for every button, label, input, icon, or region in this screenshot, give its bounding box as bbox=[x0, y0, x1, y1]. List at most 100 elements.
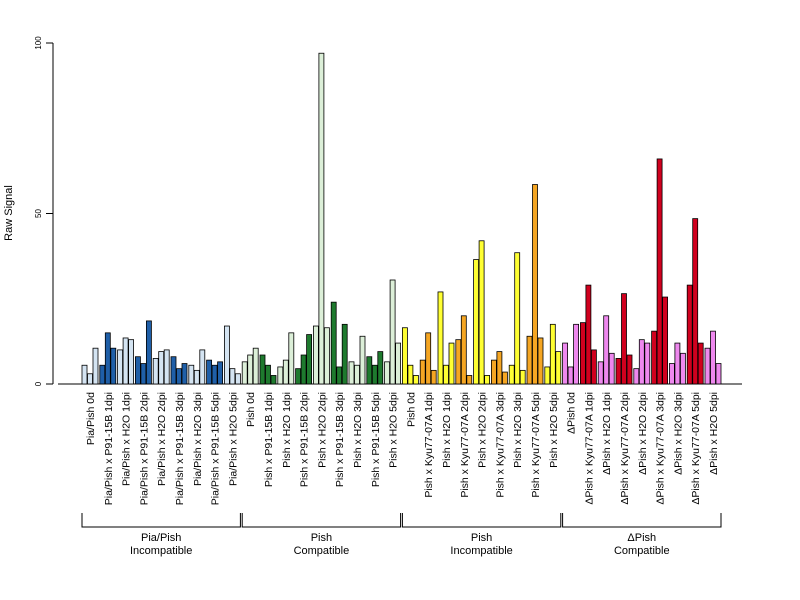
bar bbox=[484, 375, 491, 385]
bar bbox=[514, 252, 521, 385]
bar bbox=[651, 330, 657, 385]
bar bbox=[704, 347, 711, 385]
group-label: Pia/Pish bbox=[141, 532, 181, 544]
bar bbox=[626, 354, 633, 385]
bar bbox=[140, 363, 147, 385]
group-bracket bbox=[401, 513, 562, 528]
bar bbox=[389, 279, 396, 385]
bar bbox=[419, 359, 426, 385]
x-tick-label: Pish x P91-15B 1dpi bbox=[263, 392, 275, 487]
bar bbox=[412, 375, 419, 385]
bar bbox=[692, 218, 699, 385]
bar bbox=[163, 349, 170, 385]
bar bbox=[359, 335, 366, 385]
bar bbox=[170, 356, 177, 385]
x-tick-label: Pia/Pish x P91-15B 1dpi bbox=[103, 392, 115, 505]
bar bbox=[537, 337, 544, 385]
bar bbox=[562, 342, 568, 385]
bar bbox=[300, 354, 307, 385]
bar bbox=[241, 361, 248, 385]
bar bbox=[199, 349, 206, 385]
x-tick-labels: Pia/Pish 0d Pia/Pish x P91-15B 1dpi Pia/Pi… bbox=[85, 392, 720, 505]
bar bbox=[330, 301, 337, 385]
bar bbox=[603, 315, 610, 385]
bar bbox=[401, 327, 408, 385]
bar bbox=[555, 351, 562, 385]
y-axis-label: Raw Signal bbox=[3, 185, 15, 241]
bar bbox=[110, 347, 117, 385]
group-sublabel: Incompatible bbox=[450, 545, 512, 557]
x-tick-label: Pish x H2O 3dpi bbox=[352, 392, 364, 468]
bar bbox=[128, 339, 135, 385]
x-tick-label: Pia/Pish 0d bbox=[85, 392, 97, 445]
bar bbox=[384, 361, 391, 385]
bar bbox=[366, 356, 373, 385]
bar bbox=[549, 323, 556, 385]
bar bbox=[92, 347, 99, 385]
group-label: Pish bbox=[471, 532, 492, 544]
bar bbox=[181, 363, 188, 385]
bar bbox=[621, 293, 627, 385]
bar bbox=[229, 368, 236, 385]
bar bbox=[265, 364, 271, 385]
bar bbox=[217, 361, 224, 385]
bar bbox=[448, 342, 455, 385]
bar bbox=[223, 325, 230, 385]
x-tick-label: Pish x P91-15B 3dpi bbox=[334, 392, 346, 487]
x-tick-label: Pish x Kyu77-07A 1dpi bbox=[423, 392, 435, 498]
bar bbox=[295, 368, 302, 385]
bar bbox=[323, 327, 330, 385]
x-tick-label: ΔPish x Kyu77-07A 1dpi bbox=[583, 392, 595, 505]
x-tick-label: Pia/Pish x H2O 1dpi bbox=[121, 392, 133, 486]
bar bbox=[526, 335, 533, 385]
bar bbox=[81, 364, 88, 385]
x-tick-label: Pish x P91-15B 2dpi bbox=[299, 392, 311, 487]
x-tick-label: Pish x Kyu77-07A 2dpi bbox=[459, 392, 471, 498]
bar bbox=[466, 375, 473, 385]
bar bbox=[152, 358, 159, 385]
bar bbox=[117, 349, 123, 385]
group-label: ΔPish bbox=[627, 532, 656, 544]
x-tick-label: Pish 0d bbox=[405, 392, 417, 427]
x-tick-label: ΔPish x H2O 3dpi bbox=[672, 392, 684, 475]
bar bbox=[145, 320, 152, 385]
bar bbox=[134, 356, 141, 385]
bar bbox=[455, 339, 462, 385]
x-tick-label: Pish x H2O 1dpi bbox=[281, 392, 293, 468]
bar bbox=[306, 334, 313, 385]
bar bbox=[122, 337, 129, 385]
bar bbox=[715, 363, 722, 385]
x-tick-label: Pish x H2O 3dpi bbox=[512, 392, 524, 468]
bar bbox=[270, 375, 277, 385]
bar bbox=[686, 284, 693, 385]
bar bbox=[633, 368, 640, 385]
bar bbox=[573, 323, 579, 385]
x-tick-label: ΔPish 0d bbox=[566, 392, 578, 434]
bar bbox=[496, 351, 503, 385]
x-tick-label: Pia/Pish x P91-15B 2dpi bbox=[138, 392, 150, 505]
bar bbox=[188, 364, 195, 385]
bar bbox=[288, 332, 295, 385]
bar bbox=[158, 351, 165, 385]
x-tick-label: Pish x H2O 1dpi bbox=[441, 392, 453, 468]
bar bbox=[104, 332, 111, 385]
bar bbox=[395, 342, 402, 385]
bar bbox=[277, 366, 284, 385]
bar bbox=[318, 52, 325, 385]
bar bbox=[580, 322, 586, 385]
x-tick-label: ΔPish x H2O 5dpi bbox=[708, 392, 720, 475]
bar bbox=[341, 323, 348, 385]
y-axis: Raw Signal 0 50 100 bbox=[3, 36, 54, 386]
bar bbox=[425, 332, 432, 385]
bar bbox=[460, 315, 467, 385]
group-bracket bbox=[81, 513, 241, 528]
group-label: Pish bbox=[311, 532, 332, 544]
group-brackets: Pia/PishIncompatiblePishCompatiblePishIn… bbox=[81, 513, 722, 557]
bar bbox=[608, 352, 615, 385]
bar bbox=[336, 366, 343, 385]
x-tick-label: Pish x Kyu77-07A 5dpi bbox=[530, 392, 542, 498]
bar bbox=[443, 364, 449, 385]
bar bbox=[234, 373, 241, 385]
x-tick-label: Pish 0d bbox=[245, 392, 257, 427]
x-tick-label: Pish x H2O 2dpi bbox=[316, 392, 328, 468]
